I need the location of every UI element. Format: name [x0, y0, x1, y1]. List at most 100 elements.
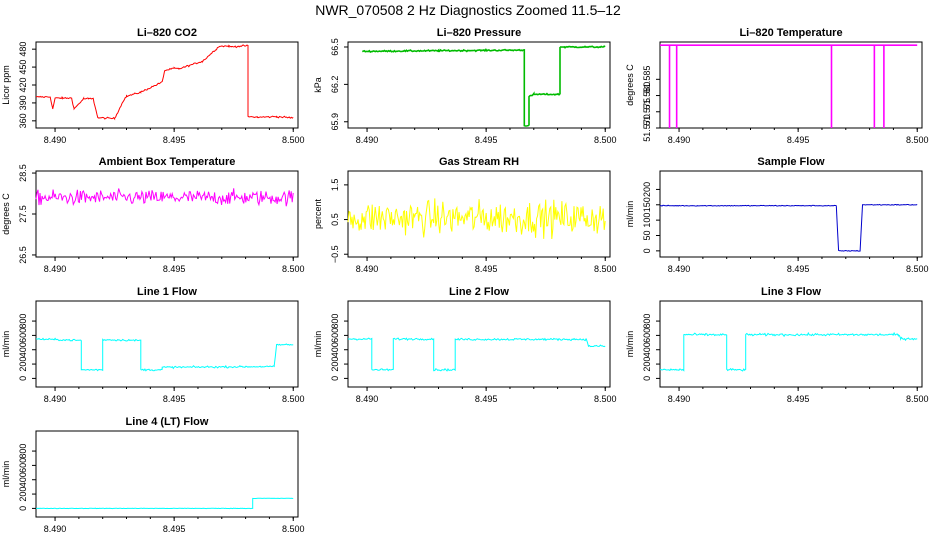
- y-tick-label: 0: [330, 376, 340, 381]
- y-tick-label: 51.570: [642, 114, 652, 142]
- x-tick-label: 8.495: [475, 135, 498, 145]
- y-tick-label: 800: [18, 314, 28, 329]
- panel-title: Line 4 (LT) Flow: [126, 416, 209, 428]
- x-tick-label: 8.495: [163, 135, 186, 145]
- panel-title: Line 1 Flow: [137, 286, 197, 298]
- series-line-1: [361, 45, 606, 127]
- x-tick-label: 8.500: [282, 394, 305, 404]
- x-tick-label: 8.490: [668, 394, 691, 404]
- x-tick-label: 8.500: [906, 394, 929, 404]
- y-tick-label: 480: [18, 42, 28, 57]
- x-tick-label: 8.495: [163, 264, 186, 274]
- y-axis-label: ml/min: [1, 461, 11, 488]
- x-tick-label: 8.490: [44, 524, 67, 534]
- y-tick-label: 150: [642, 197, 652, 212]
- x-tick-label: 8.495: [163, 394, 186, 404]
- y-axis-label: Licor ppm: [1, 65, 11, 105]
- chart-panel-10: Line 4 (LT) Flow ml/min 8.490 8.495 8.500 0 20…: [1, 416, 305, 534]
- chart-panel-8: Line 2 Flow ml/min 8.490 8.495 8.500 0 2004006…: [313, 286, 617, 404]
- y-tick-label: 800: [330, 314, 340, 329]
- x-tick-label: 8.495: [787, 264, 810, 274]
- y-axis-label: ml/min: [625, 331, 635, 358]
- y-tick-label: 1.5: [330, 179, 340, 192]
- plot-frame: [347, 170, 611, 258]
- chart-panel-5: Gas Stream RH percent 8.490 8.495 8.500 −0.5 0…: [313, 156, 617, 274]
- y-tick-label: 600: [642, 328, 652, 343]
- panel-title: Li–820 Pressure: [437, 27, 521, 39]
- series-line-1: [35, 44, 294, 121]
- y-tick-label: 51.580: [642, 82, 652, 110]
- y-tick-label: 400: [18, 472, 28, 487]
- x-tick-label: 8.500: [282, 524, 305, 534]
- chart-panel-1: Li–820 CO2 Licor ppm 8.490 8.495 8.500 360 390…: [1, 27, 305, 145]
- x-tick-label: 8.490: [44, 264, 67, 274]
- y-tick-label: 200: [642, 357, 652, 372]
- y-tick-label: 600: [330, 328, 340, 343]
- plot-frame: [659, 170, 923, 258]
- x-tick-label: 8.490: [44, 394, 67, 404]
- y-axis-label: percent: [313, 198, 323, 229]
- y-tick-label: 400: [642, 342, 652, 357]
- y-axis-label: degrees C: [1, 193, 11, 235]
- y-tick-label: 50: [642, 230, 652, 240]
- y-tick-label: 0: [18, 506, 28, 511]
- x-tick-label: 8.490: [668, 135, 691, 145]
- y-tick-label: 200: [18, 357, 28, 372]
- series-line-1: [35, 188, 294, 207]
- y-tick-label: 600: [18, 328, 28, 343]
- plot-frame: [35, 430, 299, 518]
- chart-panel-4: Ambient Box Temperature degrees C 8.490 8.4…: [1, 156, 305, 274]
- y-tick-label: 390: [18, 95, 28, 110]
- chart-panel-2: Li–820 Pressure kPa 8.490 8.495 8.500 65.9 66.…: [313, 27, 617, 145]
- y-axis-label: ml/min: [1, 331, 11, 358]
- y-tick-label: 0: [642, 376, 652, 381]
- plot-frame: [35, 170, 299, 258]
- chart-panel-6: Sample Flow ml/min 8.490 8.495 8.500 0 50 10015…: [625, 156, 929, 274]
- y-axis-label: ml/min: [313, 331, 323, 358]
- y-axis-label: kPa: [313, 77, 323, 93]
- plot-frame: [35, 300, 299, 388]
- y-axis-label: degrees C: [625, 64, 635, 106]
- chart-panel-7: Line 1 Flow ml/min 8.490 8.495 8.500 0 2004006…: [1, 286, 305, 404]
- x-tick-label: 8.495: [475, 394, 498, 404]
- chart-panel-3: Li–820 Temperature degrees C 8.490 8.495 8.5…: [625, 27, 929, 145]
- panel-title: Gas Stream RH: [439, 156, 519, 168]
- y-tick-label: 400: [330, 342, 340, 357]
- x-tick-label: 8.495: [787, 135, 810, 145]
- series-line-1: [660, 203, 918, 252]
- series-line-1: [35, 497, 294, 510]
- series-line-1: [35, 337, 294, 372]
- y-tick-label: 0: [642, 248, 652, 253]
- x-tick-label: 8.490: [356, 394, 379, 404]
- y-tick-label: 450: [18, 60, 28, 75]
- x-tick-label: 8.490: [356, 264, 379, 274]
- y-tick-label: 66.2: [330, 76, 340, 94]
- y-tick-label: 420: [18, 77, 28, 92]
- y-tick-label: 51.585: [642, 66, 652, 94]
- x-tick-label: 8.495: [787, 394, 810, 404]
- y-tick-label: 200: [18, 487, 28, 502]
- x-tick-label: 8.500: [282, 135, 305, 145]
- y-tick-label: 200: [330, 357, 340, 372]
- panel-title: Ambient Box Temperature: [99, 156, 236, 168]
- series-line-1: [347, 337, 606, 372]
- panel-title: Li–820 CO2: [137, 27, 197, 39]
- x-tick-label: 8.500: [594, 264, 617, 274]
- x-tick-label: 8.500: [594, 394, 617, 404]
- y-tick-label: 0: [18, 376, 28, 381]
- x-tick-label: 8.490: [44, 135, 67, 145]
- main-title: NWR_070508 2 Hz Diagnostics Zoomed 11.5–…: [315, 2, 621, 18]
- x-tick-label: 8.500: [282, 264, 305, 274]
- y-tick-label: 27.5: [18, 205, 28, 223]
- y-tick-label: 28.5: [18, 164, 28, 182]
- panel-title: Line 3 Flow: [761, 286, 821, 298]
- x-tick-label: 8.490: [668, 264, 691, 274]
- y-tick-label: −0.5: [330, 245, 340, 263]
- x-tick-label: 8.500: [906, 264, 929, 274]
- y-tick-label: 800: [18, 444, 28, 459]
- plot-frame: [659, 41, 923, 129]
- y-tick-label: 360: [18, 113, 28, 128]
- x-tick-label: 8.500: [906, 135, 929, 145]
- y-axis-label: ml/min: [625, 201, 635, 228]
